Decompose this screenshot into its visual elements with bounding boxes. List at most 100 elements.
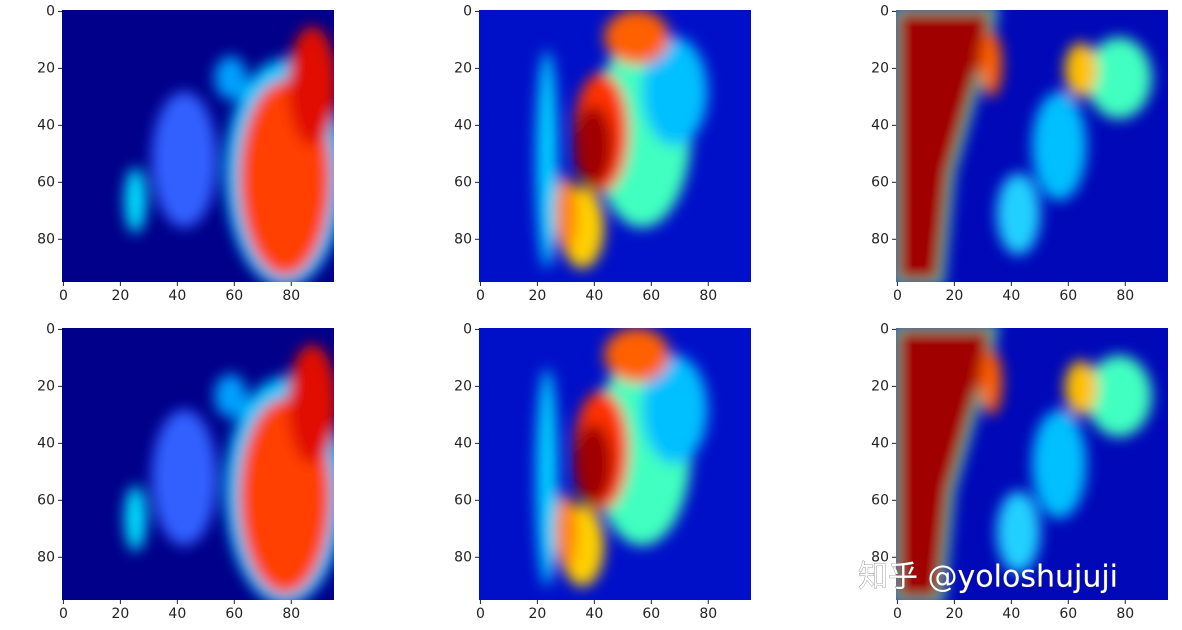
y-tick-label: 0 xyxy=(880,321,889,337)
x-tick-label: 80 xyxy=(699,606,717,622)
image-blobs xyxy=(896,10,1152,282)
heatmap-image xyxy=(896,328,1168,600)
x-tick-label: 80 xyxy=(1116,606,1134,622)
x-tick-label: 60 xyxy=(225,288,243,304)
y-tick-label: 40 xyxy=(454,117,472,133)
x-tick-label: 80 xyxy=(699,288,717,304)
image-blob xyxy=(574,105,613,187)
y-tick-label: 0 xyxy=(46,3,55,19)
image-blob xyxy=(536,368,558,587)
x-tick-label: 40 xyxy=(585,288,603,304)
x-tick-label: 40 xyxy=(168,606,186,622)
image-blob xyxy=(1086,355,1152,437)
heatmap-image xyxy=(896,10,1168,282)
image-blob xyxy=(1032,409,1087,519)
y-tick-label: 20 xyxy=(871,60,889,76)
y-tick-label: 60 xyxy=(454,492,472,508)
image-blob xyxy=(151,91,218,228)
y-tick-label: 60 xyxy=(871,492,889,508)
y-tick-label: 80 xyxy=(454,231,472,247)
y-tick-label: 60 xyxy=(37,492,55,508)
x-tick-label: 60 xyxy=(642,606,660,622)
x-tick-label: 20 xyxy=(945,288,963,304)
x-tick-label: 60 xyxy=(642,288,660,304)
y-tick-label: 60 xyxy=(871,174,889,190)
image-blob xyxy=(642,355,708,464)
y-tick-label: 80 xyxy=(454,549,472,565)
x-tick-label: 60 xyxy=(1059,606,1077,622)
y-tick-label: 60 xyxy=(37,174,55,190)
image-blob xyxy=(604,10,670,65)
image-blobs xyxy=(124,26,334,282)
x-tick-label: 60 xyxy=(225,606,243,622)
y-tick-label: 80 xyxy=(871,549,889,565)
image-blob xyxy=(536,50,558,269)
image-blob xyxy=(151,409,218,546)
y-tick-label: 80 xyxy=(37,549,55,565)
image-blob xyxy=(124,167,147,234)
image-blob xyxy=(214,56,247,100)
image-blob xyxy=(287,26,334,146)
image-blob xyxy=(287,344,334,464)
x-tick-label: 0 xyxy=(476,606,485,622)
y-tick-label: 20 xyxy=(37,60,55,76)
x-tick-label: 40 xyxy=(585,606,603,622)
y-tick-label: 40 xyxy=(871,117,889,133)
x-tick-label: 20 xyxy=(945,606,963,622)
image-blobs xyxy=(536,328,708,587)
y-tick-label: 40 xyxy=(37,117,55,133)
x-tick-label: 0 xyxy=(893,606,902,622)
image-region xyxy=(896,328,994,600)
image-blobs xyxy=(536,10,708,269)
y-tick-label: 80 xyxy=(871,231,889,247)
y-tick-label: 40 xyxy=(871,435,889,451)
y-tick-label: 20 xyxy=(37,378,55,394)
y-tick-label: 40 xyxy=(454,435,472,451)
y-tick-label: 20 xyxy=(454,378,472,394)
y-tick-label: 80 xyxy=(37,231,55,247)
x-tick-label: 20 xyxy=(528,288,546,304)
image-blob xyxy=(124,485,147,552)
x-tick-label: 20 xyxy=(528,606,546,622)
y-tick-label: 20 xyxy=(454,60,472,76)
y-tick-label: 60 xyxy=(454,174,472,190)
y-tick-label: 0 xyxy=(463,321,472,337)
x-tick-label: 20 xyxy=(111,288,129,304)
image-blob xyxy=(980,349,1003,416)
image-region xyxy=(896,10,994,282)
x-tick-label: 40 xyxy=(168,288,186,304)
image-blob xyxy=(642,37,708,146)
y-tick-label: 0 xyxy=(880,3,889,19)
heatmap-image xyxy=(479,328,751,600)
x-tick-label: 80 xyxy=(282,606,300,622)
x-tick-label: 0 xyxy=(893,288,902,304)
y-tick-label: 0 xyxy=(46,321,55,337)
x-tick-label: 0 xyxy=(59,606,68,622)
x-tick-label: 40 xyxy=(1002,288,1020,304)
heatmap-image xyxy=(62,10,334,282)
heatmap-image xyxy=(62,328,334,600)
x-tick-label: 60 xyxy=(1059,288,1077,304)
y-tick-label: 0 xyxy=(463,3,472,19)
image-blobs xyxy=(896,328,1152,600)
y-tick-label: 20 xyxy=(871,378,889,394)
image-blob xyxy=(996,491,1041,573)
x-tick-label: 0 xyxy=(59,288,68,304)
image-blob xyxy=(574,423,613,505)
image-blob xyxy=(1032,91,1087,201)
x-tick-label: 20 xyxy=(111,606,129,622)
image-blob xyxy=(555,493,577,571)
image-blob xyxy=(996,173,1041,255)
x-tick-label: 40 xyxy=(1002,606,1020,622)
x-tick-label: 0 xyxy=(476,288,485,304)
image-blob xyxy=(1064,360,1098,416)
image-blob xyxy=(980,31,1003,98)
x-tick-label: 80 xyxy=(1116,288,1134,304)
heatmap-image xyxy=(479,10,751,282)
x-tick-label: 80 xyxy=(282,288,300,304)
image-blob xyxy=(214,374,247,418)
y-tick-label: 40 xyxy=(37,435,55,451)
watermark: 知乎 @yoloshujuji xyxy=(858,560,1118,595)
image-blob xyxy=(1086,37,1152,119)
